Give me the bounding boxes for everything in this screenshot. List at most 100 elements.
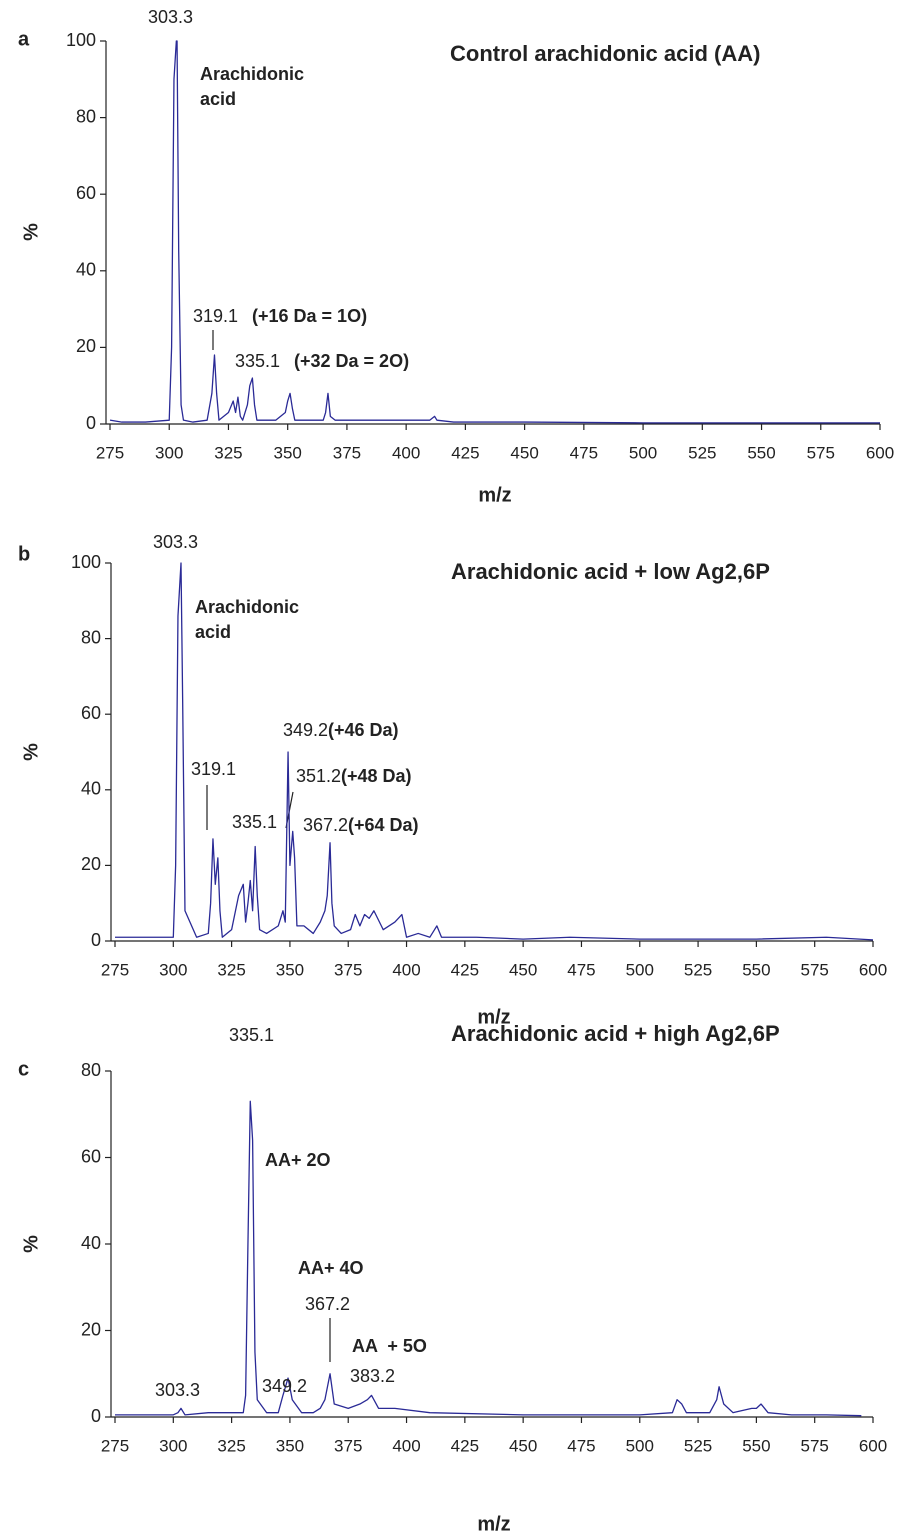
y-axis-label: % <box>20 743 42 761</box>
annotation: AA+ 4O <box>298 1258 364 1278</box>
panel-label: a <box>18 28 30 50</box>
chart-title: Control arachidonic acid (AA) <box>450 41 760 66</box>
x-tick-label: 575 <box>801 960 829 979</box>
x-tick-label: 450 <box>510 443 538 462</box>
x-tick-label: 325 <box>214 443 242 462</box>
y-tick-label: 0 <box>91 1406 101 1426</box>
y-tick-label: 80 <box>76 106 96 126</box>
y-tick-label: 40 <box>81 1233 101 1253</box>
x-tick-label: 500 <box>626 960 654 979</box>
y-axis-label: % <box>20 223 42 241</box>
annotation: 367.2 <box>305 1294 350 1314</box>
x-tick-label: 575 <box>801 1436 829 1455</box>
annotation: (+48 Da) <box>341 766 412 786</box>
x-tick-label: 525 <box>684 960 712 979</box>
annotation: (+46 Da) <box>328 720 399 740</box>
panel-label: b <box>18 543 30 565</box>
x-tick-label: 400 <box>392 443 420 462</box>
x-tick-label: 525 <box>684 1436 712 1455</box>
y-tick-label: 0 <box>86 413 96 433</box>
y-tick-label: 100 <box>71 552 101 572</box>
x-tick-label: 400 <box>392 960 420 979</box>
x-tick-label: 375 <box>333 443 361 462</box>
x-tick-label: 425 <box>451 1436 479 1455</box>
annotation: 319.1 <box>191 759 236 779</box>
annotation: AA+ 2O <box>265 1150 331 1170</box>
x-tick-label: 350 <box>274 443 302 462</box>
annotation: 383.2 <box>350 1366 395 1386</box>
y-tick-label: 60 <box>81 703 101 723</box>
x-tick-label: 475 <box>567 1436 595 1455</box>
chart-title: Arachidonic acid + low Ag2,6P <box>451 559 770 584</box>
x-tick-label: 450 <box>509 960 537 979</box>
leader-lines <box>206 330 331 1362</box>
x-tick-label: 275 <box>96 443 124 462</box>
x-tick-label: 425 <box>451 960 479 979</box>
annotation: 367.2 <box>303 815 348 835</box>
x-tick-label: 575 <box>807 443 835 462</box>
x-tick-label: 500 <box>626 1436 654 1455</box>
annotation: 351.2 <box>296 766 341 786</box>
annotation: acid <box>195 622 231 642</box>
x-tick-label: 600 <box>859 960 887 979</box>
spectrum-line <box>115 562 874 941</box>
x-tick-label: 425 <box>451 443 479 462</box>
x-tick-label: 550 <box>747 443 775 462</box>
x-axis-label: m/z <box>477 1513 510 1535</box>
annotation: acid <box>200 89 236 109</box>
annotation: 303.3 <box>148 7 193 27</box>
x-tick-label: 325 <box>217 1436 245 1455</box>
annotation: 303.3 <box>153 532 198 552</box>
x-axis-label: m/z <box>478 484 511 506</box>
annotation: 349.2 <box>283 720 328 740</box>
y-tick-label: 60 <box>76 183 96 203</box>
annotation: 319.1 <box>193 306 238 326</box>
x-tick-label: 350 <box>276 960 304 979</box>
annotation: (+16 Da = 1O) <box>252 306 367 326</box>
x-tick-label: 300 <box>159 1436 187 1455</box>
y-tick-label: 0 <box>91 930 101 950</box>
annotation: (+64 Da) <box>348 815 419 835</box>
y-tick-label: 80 <box>81 1060 101 1080</box>
x-tick-label: 475 <box>567 960 595 979</box>
y-tick-label: 80 <box>81 627 101 647</box>
chart-title: Arachidonic acid + high Ag2,6P <box>451 1021 780 1046</box>
annotation: 335.1 <box>235 351 280 371</box>
y-tick-label: 60 <box>81 1146 101 1166</box>
x-tick-label: 375 <box>334 1436 362 1455</box>
y-tick-label: 20 <box>81 854 101 874</box>
x-tick-label: 275 <box>101 960 129 979</box>
x-tick-label: 600 <box>859 1436 887 1455</box>
annotation: AA + 5O <box>352 1336 427 1356</box>
y-tick-label: 100 <box>66 30 96 50</box>
x-tick-label: 300 <box>155 443 183 462</box>
x-axis-label: m/z <box>477 1006 510 1028</box>
x-tick-label: 525 <box>688 443 716 462</box>
annotation: 349.2 <box>262 1376 307 1396</box>
y-tick-label: 20 <box>76 336 96 356</box>
spectrum-line <box>115 1100 862 1417</box>
y-tick-label: 40 <box>81 779 101 799</box>
x-tick-label: 500 <box>629 443 657 462</box>
x-tick-label: 400 <box>392 1436 420 1455</box>
y-tick-label: 40 <box>76 260 96 280</box>
annotation: Arachidonic <box>195 597 299 617</box>
annotation: 335.1 <box>229 1025 274 1045</box>
x-tick-label: 300 <box>159 960 187 979</box>
x-tick-label: 475 <box>570 443 598 462</box>
x-tick-label: 600 <box>866 443 894 462</box>
y-axis-label: % <box>20 1235 42 1253</box>
x-tick-label: 375 <box>334 960 362 979</box>
x-tick-label: 550 <box>742 1436 770 1455</box>
annotation: 335.1 <box>232 812 277 832</box>
x-tick-label: 550 <box>742 960 770 979</box>
annotation: 303.3 <box>155 1380 200 1400</box>
x-tick-label: 450 <box>509 1436 537 1455</box>
x-tick-label: 350 <box>276 1436 304 1455</box>
annotation: Arachidonic <box>200 64 304 84</box>
spectrum-line <box>109 40 880 424</box>
x-tick-label: 275 <box>101 1436 129 1455</box>
x-tick-label: 325 <box>217 960 245 979</box>
annotation: (+32 Da = 2O) <box>294 351 409 371</box>
